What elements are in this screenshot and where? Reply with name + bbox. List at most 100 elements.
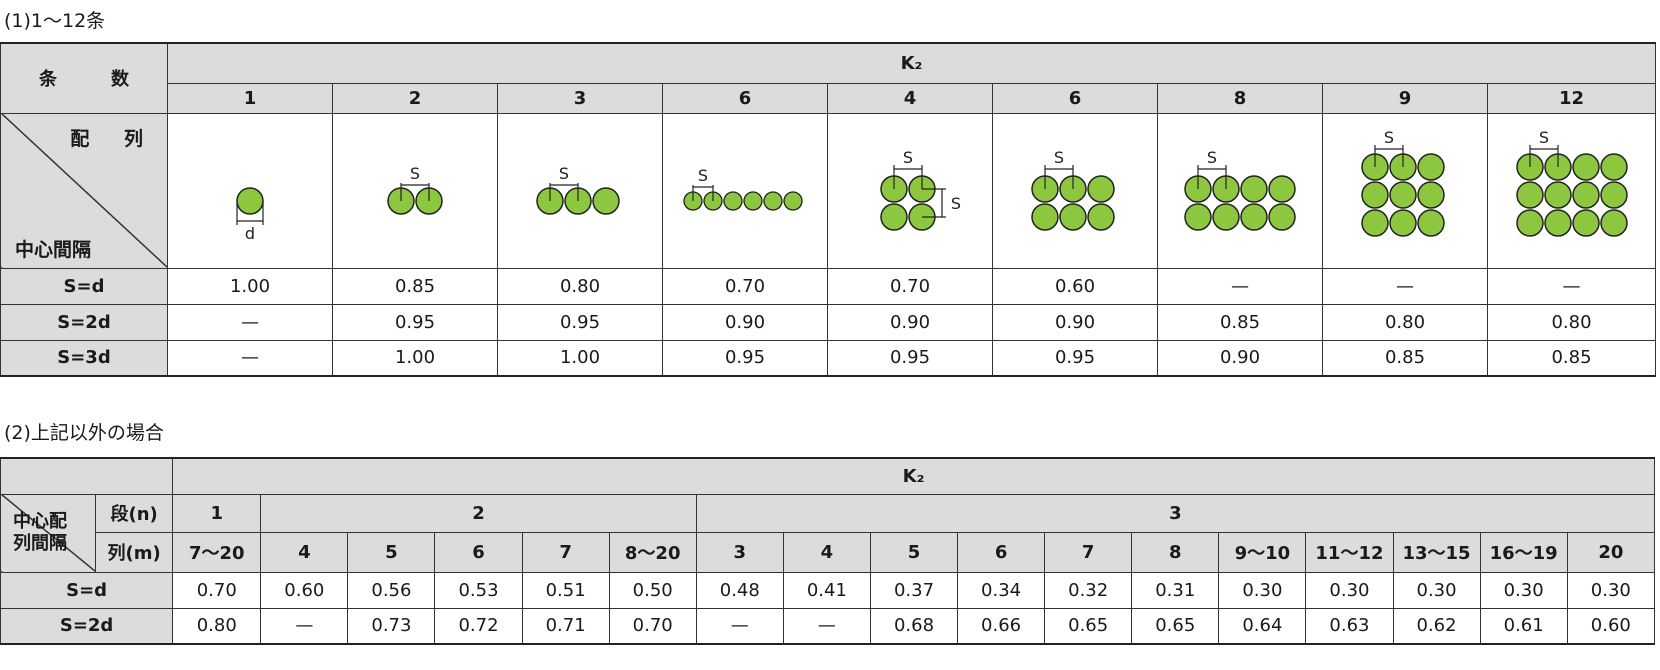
count-header: 条 数 (0, 42, 168, 114)
value-cell: 0.31 (1131, 571, 1220, 609)
retsu-label: 列(m) (95, 531, 174, 573)
s-label: S (1538, 128, 1548, 147)
arrangement-4: S S (827, 112, 993, 269)
s-label: S (1384, 128, 1394, 147)
value-cell: 0.80 (1322, 303, 1488, 341)
value-cell: — (695, 607, 784, 645)
value-cell: 0.80 (497, 267, 663, 305)
s-label: S (1054, 148, 1064, 167)
value-cell: 0.30 (1392, 571, 1481, 609)
value-cell: — (167, 339, 333, 377)
value-cell: 0.95 (332, 303, 498, 341)
arrangement-1: d (167, 112, 333, 269)
value-cell: 1.00 (332, 339, 498, 377)
value-cell: 0.85 (1322, 339, 1488, 377)
value-cell: 1.00 (497, 339, 663, 377)
value-cell: — (1486, 267, 1657, 305)
count-row: 1 2 3 6 4 6 8 9 12 (1, 82, 1657, 114)
blank-corner (0, 457, 174, 495)
value-cell: 0.95 (662, 339, 828, 377)
dan-cell: 3 (695, 493, 1656, 533)
retsu-cell: 5 (347, 531, 436, 573)
s-label: S (951, 194, 961, 213)
value-cell: 0.72 (434, 607, 523, 645)
value-cell: 0.70 (608, 607, 697, 645)
value-cell: 0.30 (1479, 571, 1568, 609)
arrangement-2: S (332, 112, 498, 269)
value-cell: 0.56 (347, 571, 436, 609)
spacing-corner: 中心配列間隔 (0, 493, 97, 573)
value-cell: 0.85 (1486, 339, 1657, 377)
count-cell: 3 (497, 82, 663, 114)
s-label: S (410, 164, 420, 183)
value-cell: 0.73 (347, 607, 436, 645)
value-cell: 0.80 (172, 607, 262, 645)
arrangement-diagram-1: d (236, 186, 264, 243)
value-cell: 0.95 (992, 339, 1158, 377)
value-cell: 0.65 (1044, 607, 1133, 645)
value-cell: 0.48 (695, 571, 784, 609)
dan-row: 中心配列間隔 段(n) 1 2 3 (0, 493, 1656, 573)
dan-cell: 1 (172, 493, 262, 533)
k2-header: K₂ (172, 457, 1655, 495)
arrangement-diagram-2: S (387, 164, 443, 215)
value-cell: 0.30 (1305, 571, 1394, 609)
retsu-cell: 7 (521, 531, 610, 573)
value-cell: 0.66 (957, 607, 1046, 645)
table-row: S=3d — 1.00 1.00 0.95 0.95 0.95 0.90 0.8… (0, 339, 1657, 377)
d-label: d (245, 224, 255, 243)
row-label: S=d (0, 571, 174, 609)
dan-label: 段(n) (95, 493, 174, 533)
arrangement-diagram-6-grid: S (1031, 148, 1115, 231)
value-cell: 0.80 (1486, 303, 1657, 341)
value-cell: 0.70 (172, 571, 262, 609)
row-label: S=d (0, 267, 168, 305)
value-cell: 0.90 (827, 303, 993, 341)
value-cell: 0.60 (992, 267, 1158, 305)
retsu-cell: 7～20 (172, 531, 262, 573)
retsu-cell: 4 (782, 531, 871, 573)
retsu-cell: 16～19 (1479, 531, 1568, 573)
count-cell: 4 (827, 82, 993, 114)
value-cell: — (1322, 267, 1488, 305)
value-cell: 0.41 (782, 571, 871, 609)
retsu-cell: 6 (957, 531, 1046, 573)
value-cell: 0.70 (827, 267, 993, 305)
value-cell: 0.30 (1218, 571, 1307, 609)
value-cell: 0.37 (869, 571, 959, 609)
count-cell: 6 (992, 82, 1158, 114)
value-cell: 0.51 (521, 571, 610, 609)
value-cell: 0.34 (957, 571, 1046, 609)
value-cell: 0.63 (1305, 607, 1394, 645)
value-cell: 0.32 (1044, 571, 1133, 609)
k2-header: K₂ (166, 42, 1657, 84)
arrangement-diagram-4: S S (880, 148, 961, 231)
table-row: S=d 0.70 0.60 0.56 0.53 0.51 0.50 0.48 0… (0, 571, 1656, 609)
retsu-cell: 11～12 (1305, 531, 1394, 573)
value-cell: 0.60 (1566, 607, 1656, 645)
corner-spacing-label: 中心間隔 (15, 238, 92, 261)
retsu-cell: 3 (695, 531, 784, 573)
table-row: S=d 1.00 0.85 0.80 0.70 0.70 0.60 — — — (0, 267, 1657, 305)
value-cell: 0.64 (1218, 607, 1307, 645)
s-label: S (559, 164, 569, 183)
retsu-cell: 4 (260, 531, 349, 573)
arrangement-diagram-12: S (1515, 128, 1628, 237)
retsu-cell: 8～20 (608, 531, 697, 573)
section2-heading: (2)上記以外の場合 (4, 422, 164, 444)
arrangement-6-row: S (662, 112, 828, 269)
row-label: S=3d (0, 339, 168, 377)
value-cell: 0.90 (1157, 339, 1323, 377)
row-label: S=2d (0, 607, 174, 645)
value-cell: 0.95 (497, 303, 663, 341)
retsu-cell: 13～15 (1392, 531, 1481, 573)
arrangement-3: S (497, 112, 663, 269)
count-cell: 12 (1486, 82, 1657, 114)
count-cell: 2 (332, 82, 498, 114)
arrangement-diagram-6-row: S (683, 166, 803, 211)
retsu-cell: 8 (1131, 531, 1220, 573)
value-cell: 0.65 (1131, 607, 1220, 645)
corner-spacing-label: 中心配列間隔 (13, 511, 68, 554)
count-cell: 1 (167, 82, 333, 114)
